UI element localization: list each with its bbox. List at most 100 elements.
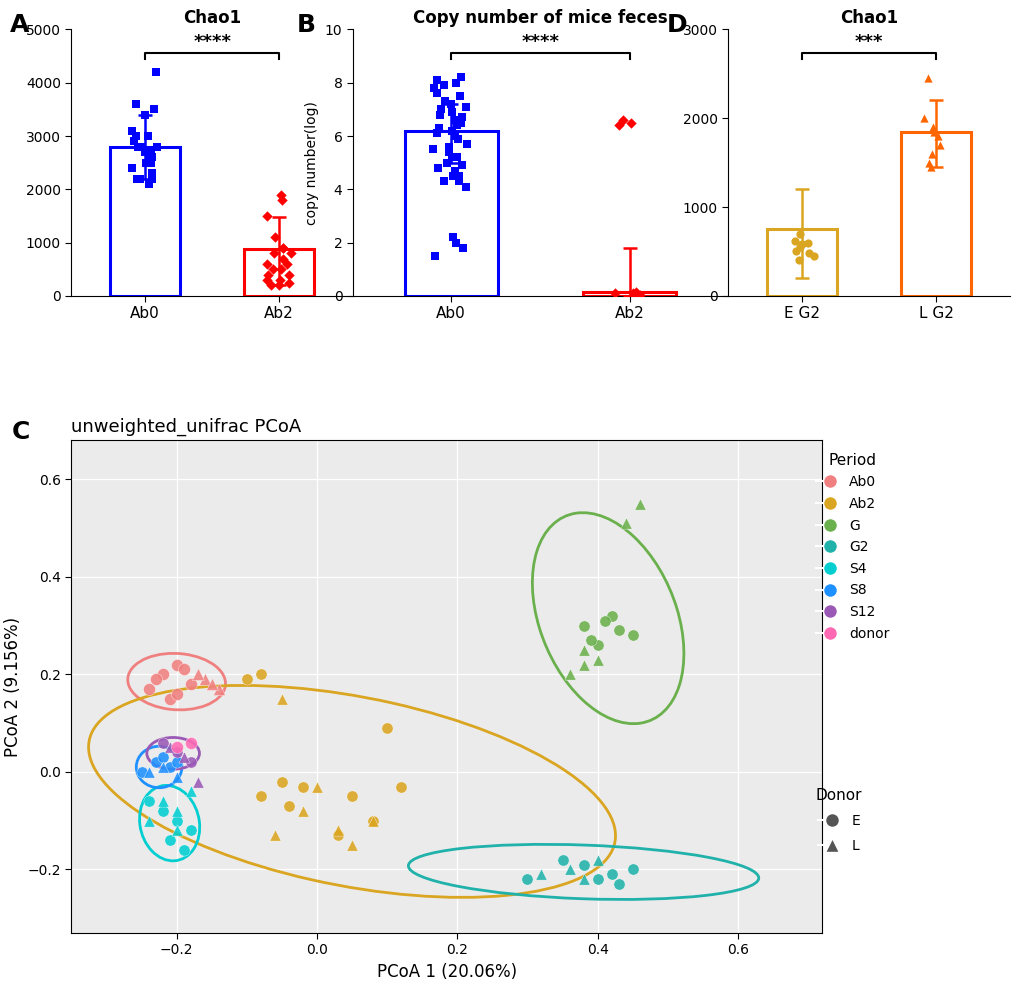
- Point: [589, 851, 605, 867]
- Title: Chao1: Chao1: [840, 9, 897, 27]
- Point: [447, 129, 464, 144]
- Point: [273, 261, 289, 277]
- Point: [154, 667, 170, 682]
- Point: [632, 287, 648, 302]
- Bar: [766, 229, 836, 296]
- Point: [182, 754, 199, 770]
- Text: B: B: [297, 14, 315, 37]
- Point: [603, 608, 620, 624]
- Point: [533, 866, 549, 882]
- Point: [274, 250, 290, 266]
- Point: [140, 129, 156, 144]
- Point: [425, 141, 441, 157]
- Point: [448, 149, 465, 165]
- Point: [281, 275, 298, 291]
- Point: [263, 277, 279, 293]
- Point: [444, 168, 461, 184]
- Point: [141, 813, 157, 829]
- Point: [259, 272, 275, 288]
- Point: [128, 171, 145, 187]
- Point: [329, 823, 345, 839]
- Point: [589, 871, 605, 887]
- Point: [168, 739, 184, 755]
- Point: [575, 642, 591, 658]
- Point: [154, 749, 170, 765]
- Title: Copy number of mice feces: Copy number of mice feces: [413, 9, 667, 27]
- Point: [450, 168, 467, 184]
- Point: [365, 813, 381, 829]
- Point: [182, 735, 199, 750]
- Point: [265, 261, 281, 277]
- Point: [182, 677, 199, 692]
- Point: [623, 115, 639, 131]
- Point: [210, 682, 226, 697]
- Point: [787, 233, 803, 248]
- Text: C: C: [11, 420, 30, 445]
- Point: [125, 134, 142, 149]
- Point: [429, 73, 445, 88]
- Point: [631, 496, 647, 512]
- Point: [161, 691, 177, 707]
- Point: [426, 81, 442, 96]
- Point: [444, 230, 461, 246]
- Point: [204, 677, 220, 692]
- Point: [924, 124, 941, 139]
- Point: [168, 769, 184, 785]
- Point: [275, 240, 291, 255]
- Point: [270, 277, 286, 293]
- Point: [791, 240, 807, 255]
- Point: [589, 637, 605, 653]
- Point: [144, 165, 160, 181]
- Point: [575, 871, 591, 887]
- Text: ****: ****: [521, 33, 559, 51]
- Point: [329, 828, 345, 844]
- Text: ****: ****: [193, 33, 231, 51]
- Point: [447, 235, 464, 250]
- Point: [149, 138, 165, 154]
- Point: [154, 759, 170, 775]
- Point: [919, 155, 935, 171]
- Point: [275, 240, 291, 255]
- Text: unweighted_unifrac PCoA: unweighted_unifrac PCoA: [71, 417, 302, 436]
- Point: [575, 618, 591, 633]
- Point: [343, 789, 360, 804]
- Point: [449, 131, 466, 146]
- Point: [624, 627, 640, 643]
- Point: [605, 286, 622, 301]
- Text: D: D: [665, 14, 687, 37]
- Point: [267, 230, 283, 246]
- Point: [443, 104, 460, 120]
- Point: [451, 88, 468, 104]
- Point: [442, 96, 459, 112]
- Point: [273, 691, 289, 707]
- Legend: E, L: E, L: [809, 782, 867, 858]
- Point: [294, 803, 311, 819]
- Point: [141, 176, 157, 191]
- Point: [443, 149, 460, 165]
- Point: [431, 120, 447, 136]
- Point: [458, 99, 474, 115]
- Point: [436, 93, 452, 109]
- Point: [143, 155, 159, 171]
- Point: [259, 267, 275, 283]
- Point: [294, 779, 311, 794]
- Bar: [110, 146, 179, 296]
- Point: [610, 876, 627, 892]
- Point: [603, 866, 620, 882]
- Point: [438, 155, 454, 171]
- Point: [453, 157, 470, 173]
- Point: [190, 667, 206, 682]
- Point: [458, 179, 474, 194]
- Y-axis label: PCoA 2 (9.156%): PCoA 2 (9.156%): [4, 617, 21, 756]
- Point: [931, 137, 948, 153]
- Point: [259, 208, 275, 224]
- Text: A: A: [9, 14, 29, 37]
- Point: [137, 144, 153, 160]
- Point: [259, 256, 275, 272]
- Point: [154, 735, 170, 750]
- Point: [273, 192, 289, 208]
- Text: ***: ***: [854, 33, 882, 51]
- Point: [459, 136, 475, 152]
- X-axis label: PCoA 1 (20.06%): PCoA 1 (20.06%): [376, 963, 517, 981]
- Point: [452, 115, 469, 131]
